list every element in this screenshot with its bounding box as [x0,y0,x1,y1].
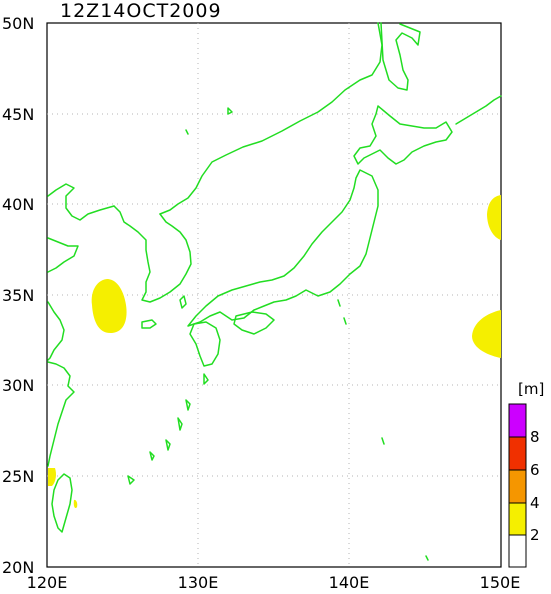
colorbar-swatch-0-2 [508,534,527,568]
colorbar-swatch-4-6 [508,469,527,504]
coast-hokkaido [353,105,453,165]
coast-sakhalin [380,22,421,91]
coast-jeju [141,319,157,329]
coast-ulleung [185,107,233,135]
coast-mainland-north [159,22,383,215]
coast-china-shandong [47,237,79,273]
lon-tick-label: 140E [329,573,370,592]
map-title: 12Z14OCT2009 [60,0,222,22]
lon-tick-label: 120E [27,573,68,592]
coast-korea [113,205,192,303]
lat-tick-label: 25N [2,467,34,486]
colorbar-label: 4 [530,494,540,512]
taiwan-strait-region [48,468,56,486]
colorbar-label: 2 [530,526,540,544]
coast-china-zhejiang [47,361,75,467]
lat-tick-label: 50N [2,14,34,33]
colorbar-swatch-8-plus [508,403,527,438]
yellow-sea-region [91,279,127,334]
coast-kyushu [189,321,221,367]
coast-china-east [47,301,65,361]
colorbar: [m] 8 6 4 2 [508,380,544,568]
offshore-east-region-south [472,310,501,358]
colorbar-label: 8 [530,428,540,446]
colorbar-swatch-2-4 [508,502,527,536]
coast-taiwan [51,473,73,533]
lat-tick-label: 45N [2,105,34,124]
coast-honshu [187,169,379,327]
coast-izu [337,299,429,561]
lon-tick-label: 130E [178,573,219,592]
lat-tick-label: 40N [2,195,34,214]
coast-tsushima [179,295,187,309]
colorbar-unit: [m] [518,380,544,398]
coast-china-bohai [47,183,115,221]
coast-shikoku [233,311,275,335]
offshore-east-region-north [487,195,501,240]
wave-height-fill [48,195,501,509]
colorbar-label: 6 [530,461,540,479]
lat-tick-label: 30N [2,376,34,395]
small-region-taiwan-east [73,499,78,509]
lat-tick-label: 35N [2,286,34,305]
coast-ryukyu [127,373,209,485]
lat-tick-label: 20N [2,558,34,577]
lon-tick-label: 150E [480,573,521,592]
coast-kurils [455,95,502,125]
coastlines [47,22,502,561]
lon-tick-labels: 120E 130E 140E 150E [27,573,521,592]
colorbar-swatch-6-8 [508,436,527,471]
lat-tick-labels: 50N 45N 40N 35N 30N 25N 20N [2,14,34,577]
